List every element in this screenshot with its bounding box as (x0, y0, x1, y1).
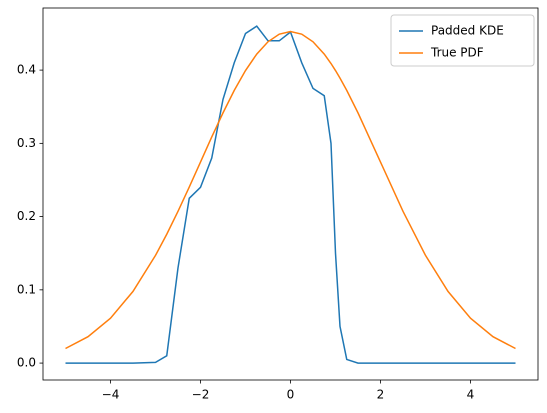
y-tick-label: 0.1 (17, 282, 36, 296)
x-tick-label: 0 (287, 388, 295, 402)
legend-box (390, 14, 535, 67)
y-tick-label: 0.2 (17, 209, 36, 223)
series-line (65, 30, 516, 350)
series-line (65, 25, 516, 364)
x-tick-label: −4 (102, 388, 120, 402)
y-tick-label: 0.4 (17, 63, 36, 77)
x-tick-label: −2 (192, 388, 210, 402)
legend-label: Padded KDE (431, 24, 504, 38)
y-tick-label: 0.3 (17, 136, 36, 150)
x-tick-label: 2 (377, 388, 385, 402)
x-tick-label: 4 (467, 388, 475, 402)
legend-label: True PDF (430, 46, 484, 60)
y-tick-label: 0.0 (17, 356, 36, 370)
